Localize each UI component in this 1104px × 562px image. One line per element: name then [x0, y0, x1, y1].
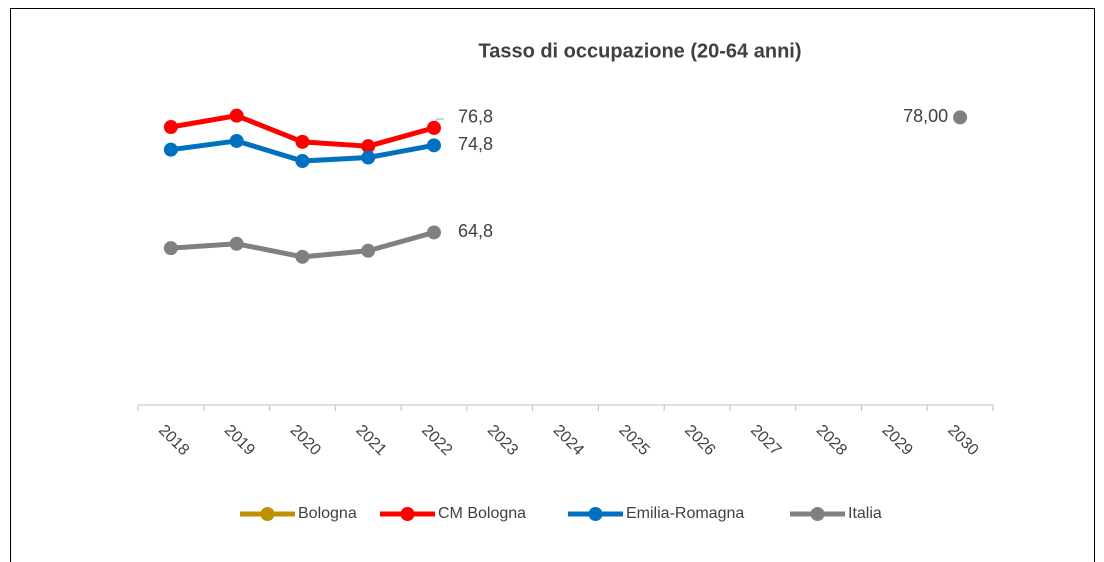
- legend-marker: [260, 507, 275, 521]
- legend-label: Emilia-Romagna: [626, 505, 744, 522]
- point: [295, 154, 310, 168]
- point: [426, 120, 441, 135]
- point: [361, 243, 376, 258]
- point: [163, 241, 178, 256]
- point: [953, 110, 968, 125]
- legend-label: CM Bologna: [438, 505, 526, 522]
- chart-title: Tasso di occupazione (20-64 anni): [478, 40, 801, 62]
- legend-label: Bologna: [298, 505, 357, 522]
- point: [229, 236, 244, 251]
- point: [361, 139, 376, 154]
- point: [361, 150, 376, 165]
- data-label: 64,8: [458, 221, 493, 241]
- point: [426, 138, 441, 153]
- data-label: 76,8: [458, 107, 493, 127]
- legend-label: Italia: [848, 505, 882, 522]
- point: [426, 225, 441, 240]
- data-label: 74,8: [458, 134, 493, 154]
- point: [229, 133, 244, 148]
- point: [295, 134, 310, 149]
- legend-marker: [400, 507, 415, 521]
- legend-marker: [588, 507, 603, 521]
- point: [295, 249, 310, 264]
- point: [229, 108, 244, 123]
- point: [163, 142, 178, 157]
- point: [163, 120, 178, 135]
- chart-border: [10, 8, 1095, 562]
- legend-marker: [810, 507, 825, 521]
- data-label: 78,00: [903, 106, 948, 126]
